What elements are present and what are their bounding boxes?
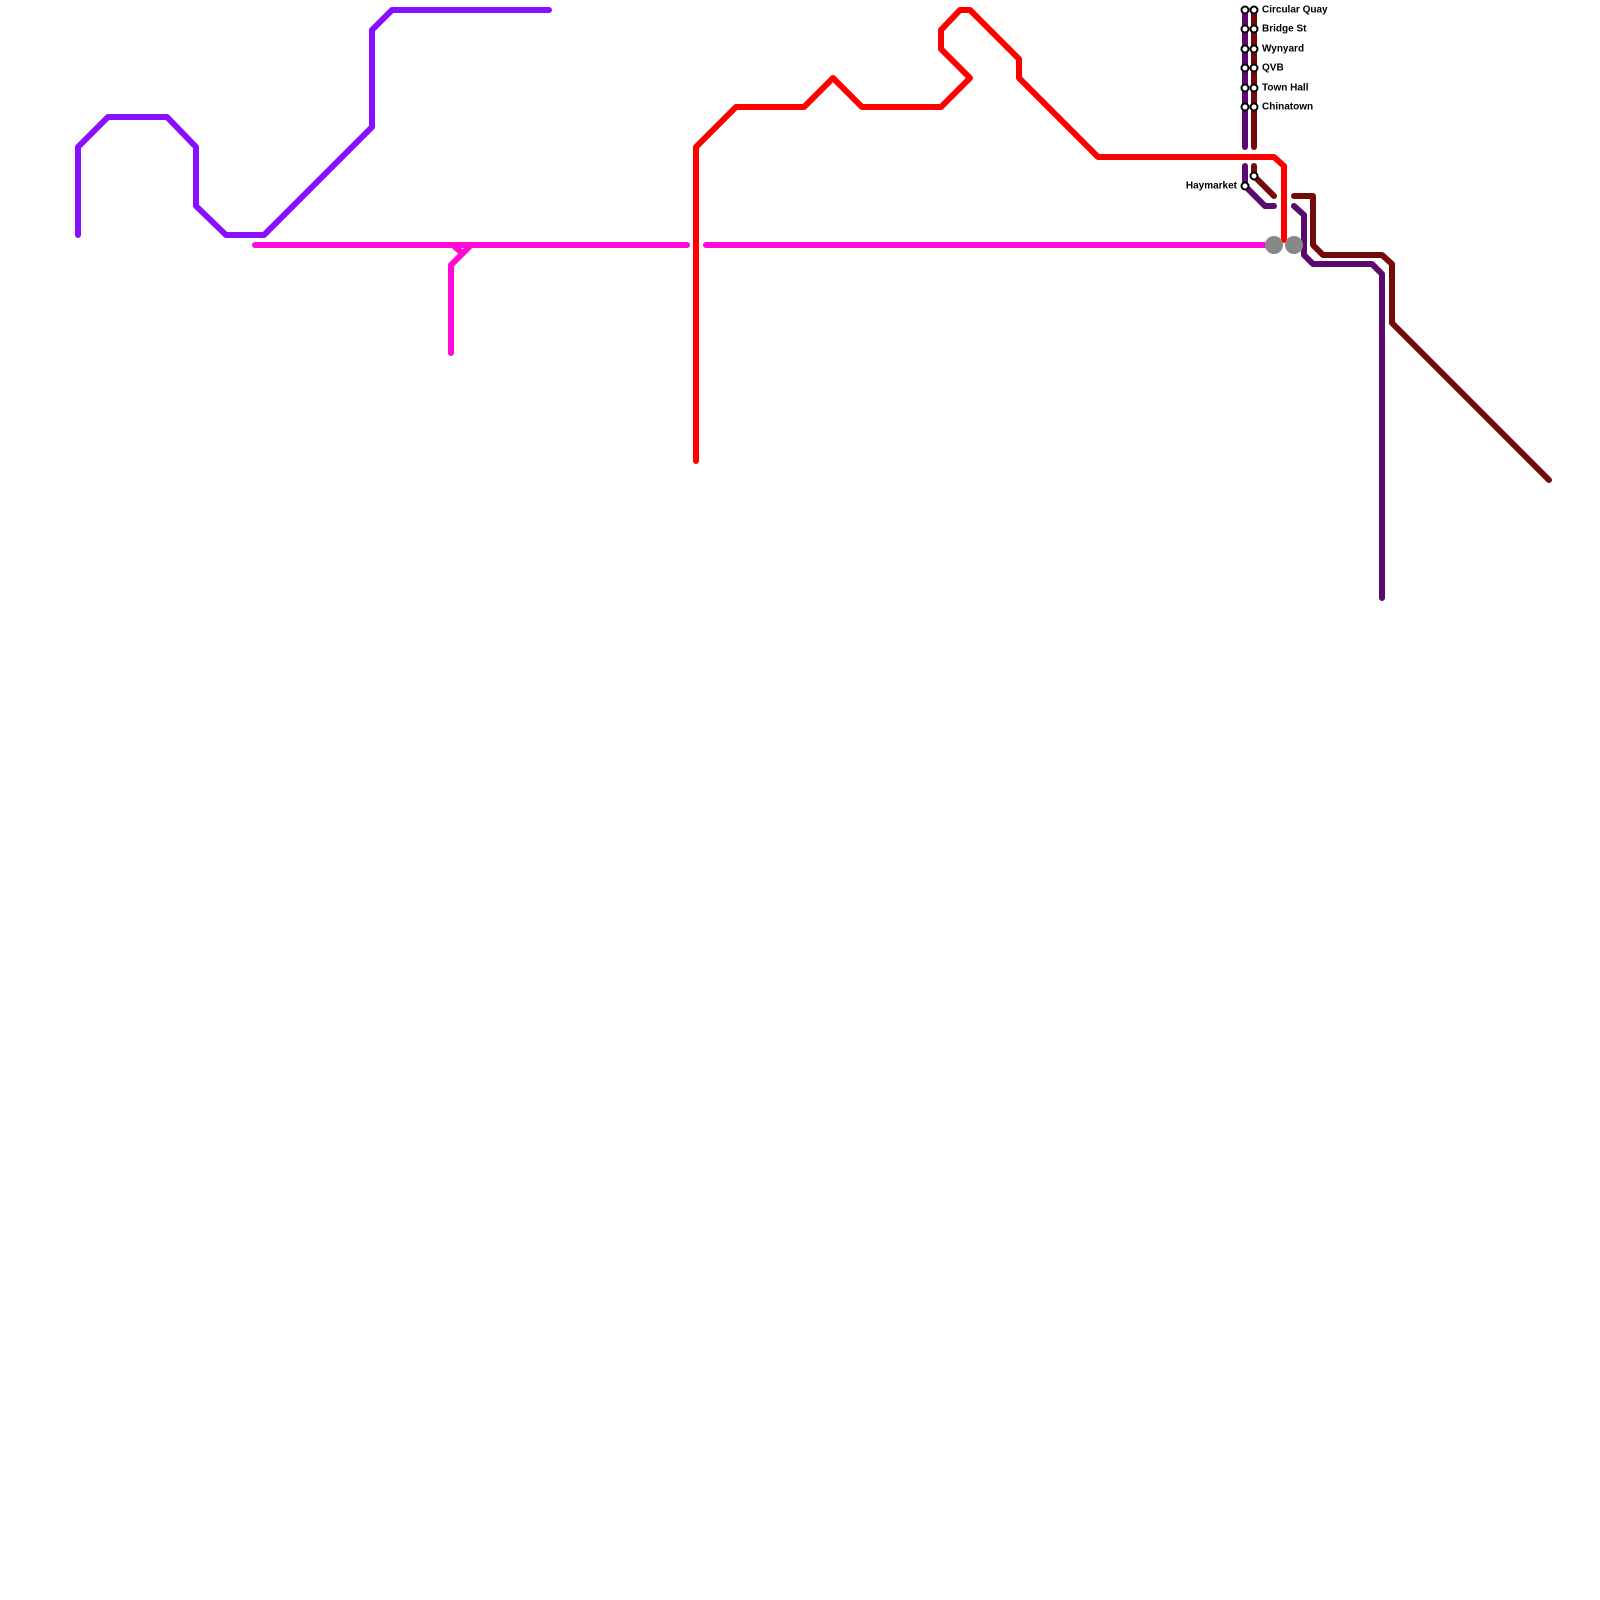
station [1240,83,1250,93]
station-label: Haymarket [1186,181,1238,192]
station [1249,63,1259,73]
station-label: Chinatown [1262,102,1313,113]
interchanges [1265,236,1303,254]
station-label: Town Hall [1262,83,1309,94]
station [1249,5,1259,15]
dark-purple-line [1242,163,1277,209]
station [1240,24,1250,34]
station [1240,102,1250,112]
dark-red-line [1291,193,1552,483]
dark-purple-line [1291,203,1385,601]
purple-line [75,7,552,238]
station [1249,44,1259,54]
station-label: Wynyard [1262,44,1304,55]
magenta-tick [452,244,463,254]
station-label: Bridge St [1262,24,1307,35]
station [1249,171,1259,181]
station [1249,83,1259,93]
magenta-branch [448,243,473,356]
station-label: Circular Quay [1262,5,1328,16]
interchange [1285,236,1303,254]
dark-red-line [1251,163,1277,199]
station [1240,181,1250,191]
lines [75,7,1552,601]
station [1240,63,1250,73]
station [1240,5,1250,15]
interchange [1265,236,1283,254]
station [1249,102,1259,112]
station-labels: Circular Quay Bridge St Wynyard QVB Town… [1186,5,1328,192]
station [1249,24,1259,34]
station [1240,44,1250,54]
stations [1240,5,1259,191]
red-line [693,7,1287,464]
station-label: QVB [1262,63,1284,74]
